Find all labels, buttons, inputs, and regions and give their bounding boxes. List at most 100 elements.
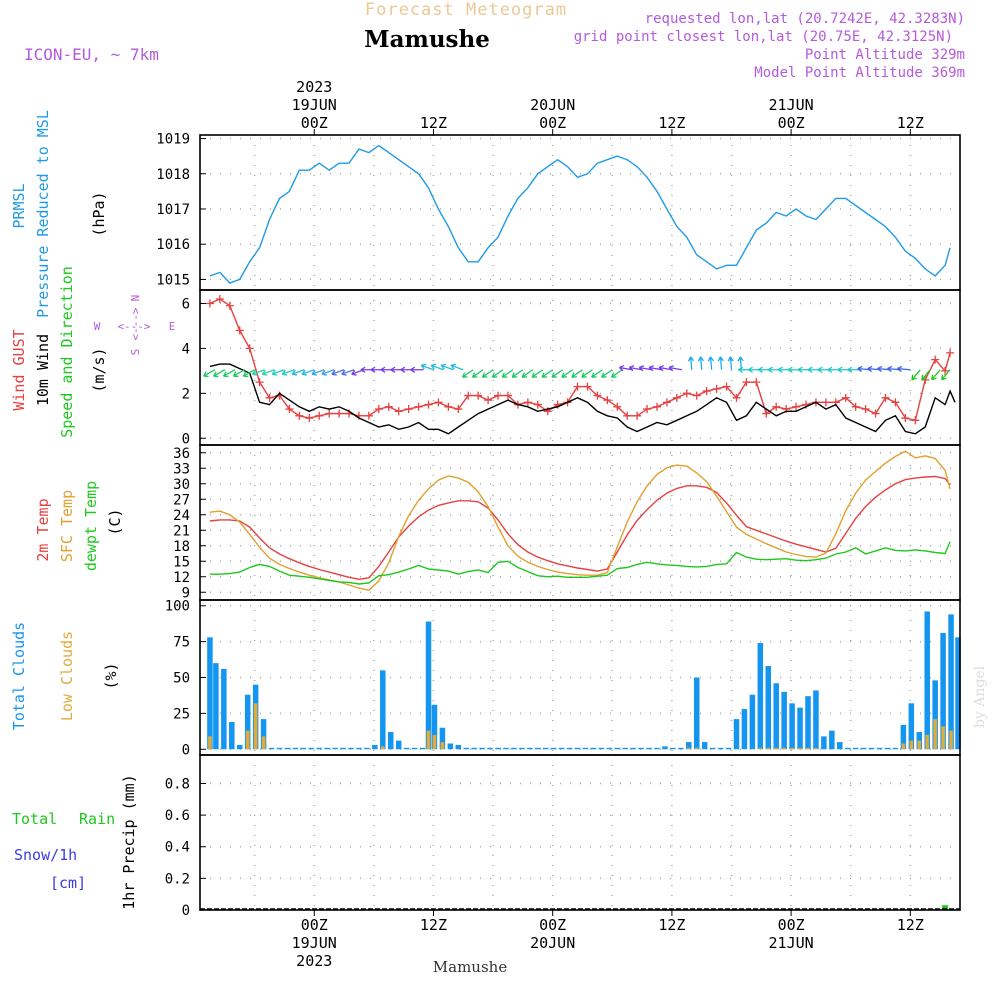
time-tick-label: 12Z: [658, 114, 685, 132]
precipitation-panel: [199, 754, 961, 911]
wind-direction-arrow: [301, 369, 315, 376]
wind-gust-marker: [573, 382, 582, 391]
wind-direction-arrow: [668, 365, 682, 372]
wind-direction-arrow: [541, 369, 554, 378]
wind-direction-arrow: [271, 369, 285, 376]
total-clouds-bar: [829, 730, 835, 750]
total-clouds-bar: [463, 747, 469, 750]
wind-gust-marker: [523, 398, 532, 407]
compass-s: S: [129, 349, 142, 356]
pressure-panel: [199, 134, 961, 291]
precip-rain-label: Rain: [79, 810, 115, 828]
time-tick-year: 2023: [296, 78, 332, 96]
wind-gust-marker: [265, 393, 274, 402]
rain-bar: [942, 905, 949, 910]
total-clouds-bar: [479, 747, 485, 750]
wind-gust-marker: [613, 402, 622, 411]
total-clouds-bar: [425, 621, 432, 750]
wind-direction-arrow: [591, 369, 603, 378]
model-point-altitude: Model Point Altitude 369m: [754, 65, 965, 81]
total-clouds-bar: [582, 747, 589, 750]
total-clouds-bar: [781, 691, 787, 750]
requested-coords: requested lon,lat (20.7242E, 42.3283N): [645, 11, 965, 27]
wind-direction-arrow: [648, 365, 663, 372]
wind-direction-arrow: [471, 369, 484, 378]
total-clouds-bar: [471, 747, 477, 750]
low-clouds-bar: [440, 742, 445, 750]
wind-direction-arrow: [687, 356, 695, 370]
wind-direction-arrow: [222, 369, 236, 377]
wind-gust-marker: [414, 402, 423, 411]
total-clouds-bar: [678, 747, 684, 750]
total-clouds-bar: [908, 703, 915, 750]
total-clouds-bar: [229, 721, 235, 750]
compass-ns-arrows: <--->: [129, 307, 142, 340]
total-clouds-bar: [598, 747, 605, 750]
low-clouds-bar: [208, 736, 212, 750]
wind-direction-arrow: [717, 356, 724, 370]
total-clouds-bar: [276, 747, 283, 750]
wind-direction-arrow: [896, 365, 911, 373]
total-clouds-bar: [332, 747, 338, 750]
total-clouds-bar: [387, 732, 394, 750]
wind-direction-arrow: [281, 369, 295, 376]
chart-dynamic-layer: 1015101610171018101902469121518212427303…: [156, 78, 961, 970]
wind-gust-marker: [603, 396, 612, 405]
total-clouds-bar: [837, 742, 843, 750]
wind-gust-marker: [752, 378, 761, 387]
wind-direction-arrow: [618, 365, 633, 372]
total-clouds-bar: [487, 747, 493, 750]
wind-gust-marker: [742, 378, 751, 387]
total-clouds-bar: [940, 633, 946, 750]
wind-gust-marker: [623, 411, 632, 420]
wind-direction-arrow: [331, 369, 345, 376]
wind-panel: [199, 289, 961, 446]
wind-gust-marker: [946, 348, 955, 357]
low-clouds-bar: [925, 734, 930, 750]
low-clouds-bar: [253, 703, 258, 750]
total-clouds-bar: [805, 696, 811, 750]
model-label: ICON-EU, ~ 7km: [24, 45, 159, 64]
total-clouds-bar: [364, 747, 370, 750]
low-clouds-bar: [261, 736, 266, 750]
total-clouds-bar: [511, 747, 517, 750]
wind-direction-arrow: [658, 365, 673, 372]
total-clouds-bar: [868, 747, 875, 750]
total-clouds-bar: [876, 747, 883, 750]
wind-gust-marker: [792, 402, 801, 411]
pressure-ytick-label: 1015: [156, 272, 190, 288]
total-clouds-bar: [646, 747, 652, 750]
wind-gust-marker: [394, 407, 403, 416]
precipitation-frame: [199, 754, 961, 911]
total-clouds-bar: [316, 747, 322, 750]
wind-gust-marker: [205, 299, 214, 308]
wind-gust-marker: [305, 414, 314, 423]
total-clouds-bar: [821, 736, 827, 750]
wind-gust-marker: [702, 387, 711, 396]
wind-direction-arrow: [261, 369, 275, 376]
low-clouds-bar: [806, 747, 810, 750]
total-clouds-bar: [455, 744, 462, 750]
total-clouds-bar: [892, 747, 899, 750]
total-clouds-bar: [900, 724, 907, 750]
wind-direction-arrow: [311, 369, 325, 376]
total-clouds-bar: [260, 719, 267, 750]
pressure-prmsl-line: [209, 144, 951, 284]
wind-ytick-label: 0: [182, 431, 190, 447]
wind-gust-marker: [672, 393, 681, 402]
time-tick-year: 2023: [296, 952, 332, 970]
total-clouds-bar: [348, 747, 354, 750]
total-clouds-bar: [701, 742, 708, 750]
total-clouds-bar: [948, 614, 954, 750]
temperature-ytick-label: 12: [173, 570, 190, 586]
pressure-unit: (hPa): [90, 191, 108, 236]
wind-gust-marker: [652, 402, 661, 411]
clouds-ytick-label: 75: [173, 635, 190, 651]
credit-watermark: by Angel: [972, 665, 988, 728]
precip-snow-unit: [cm]: [50, 874, 86, 892]
wind-gust-marker: [335, 409, 344, 418]
total-clouds-bar: [955, 637, 961, 750]
total-clouds-bar: [527, 747, 533, 750]
wind-direction-arrow: [430, 363, 444, 371]
wind-gust-marker: [255, 378, 264, 387]
